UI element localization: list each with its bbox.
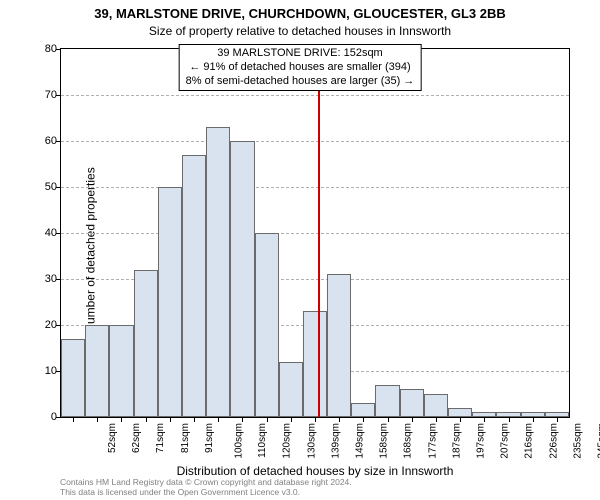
y-tick-label: 40 bbox=[17, 227, 61, 239]
x-tick-label: 216sqm bbox=[524, 423, 535, 459]
chart-title-main: 39, MARLSTONE DRIVE, CHURCHDOWN, GLOUCES… bbox=[0, 6, 600, 21]
x-tick-mark bbox=[121, 417, 122, 422]
x-tick-label: 149sqm bbox=[355, 423, 366, 459]
histogram-bar bbox=[230, 141, 254, 417]
y-tick-label: 30 bbox=[17, 273, 61, 285]
x-tick-label: 207sqm bbox=[500, 423, 511, 459]
x-tick-label: 71sqm bbox=[155, 423, 166, 453]
x-tick-label: 81sqm bbox=[180, 423, 191, 453]
y-tick-label: 50 bbox=[17, 181, 61, 193]
x-tick-mark bbox=[388, 417, 389, 422]
copyright-text: Contains HM Land Registry data © Crown c… bbox=[60, 478, 570, 498]
annotation-line-1: 39 MARLSTONE DRIVE: 152sqm bbox=[186, 47, 415, 61]
annotation-line-3: 8% of semi-detached houses are larger (3… bbox=[186, 75, 415, 89]
x-tick-mark bbox=[218, 417, 219, 422]
copyright-line-2: This data is licensed under the Open Gov… bbox=[60, 488, 570, 498]
histogram-bar bbox=[375, 385, 399, 417]
x-tick-mark bbox=[267, 417, 268, 422]
histogram-bar bbox=[400, 389, 424, 417]
x-tick-mark bbox=[315, 417, 316, 422]
histogram-bar bbox=[448, 408, 472, 417]
x-tick-mark bbox=[557, 417, 558, 422]
x-tick-mark bbox=[363, 417, 364, 422]
x-tick-label: 226sqm bbox=[548, 423, 559, 459]
y-tick-label: 10 bbox=[17, 365, 61, 377]
reference-line bbox=[318, 49, 320, 417]
annotation-line-2: ← 91% of detached houses are smaller (39… bbox=[186, 61, 415, 75]
x-tick-mark bbox=[484, 417, 485, 422]
grid-line bbox=[61, 141, 569, 142]
y-tick-label: 60 bbox=[17, 135, 61, 147]
x-tick-mark bbox=[460, 417, 461, 422]
x-tick-mark bbox=[242, 417, 243, 422]
histogram-bar bbox=[255, 233, 279, 417]
x-tick-mark bbox=[509, 417, 510, 422]
y-tick-label: 80 bbox=[17, 43, 61, 55]
x-tick-label: 187sqm bbox=[451, 423, 462, 459]
chart-container: 39, MARLSTONE DRIVE, CHURCHDOWN, GLOUCES… bbox=[0, 0, 600, 500]
x-tick-mark bbox=[97, 417, 98, 422]
x-tick-mark bbox=[170, 417, 171, 422]
x-tick-mark bbox=[291, 417, 292, 422]
y-tick-label: 70 bbox=[17, 89, 61, 101]
x-tick-label: 100sqm bbox=[234, 423, 245, 459]
x-tick-label: 177sqm bbox=[427, 423, 438, 459]
x-tick-label: 110sqm bbox=[257, 423, 268, 458]
grid-line bbox=[61, 95, 569, 96]
y-tick-label: 0 bbox=[17, 411, 61, 423]
x-tick-label: 52sqm bbox=[107, 423, 118, 453]
histogram-bar bbox=[279, 362, 303, 417]
x-tick-label: 235sqm bbox=[572, 423, 583, 459]
plot-area: 0102030405060708052sqm62sqm71sqm81sqm91s… bbox=[60, 48, 570, 418]
histogram-bar bbox=[61, 339, 85, 417]
histogram-bar bbox=[303, 311, 327, 417]
x-tick-mark bbox=[339, 417, 340, 422]
x-tick-mark bbox=[73, 417, 74, 422]
x-axis-label: Distribution of detached houses by size … bbox=[60, 464, 570, 478]
chart-title-sub: Size of property relative to detached ho… bbox=[0, 24, 600, 38]
grid-line bbox=[61, 233, 569, 234]
x-tick-label: 91sqm bbox=[204, 423, 215, 453]
y-tick-label: 20 bbox=[17, 319, 61, 331]
histogram-bar bbox=[182, 155, 206, 417]
histogram-bar bbox=[206, 127, 230, 417]
x-tick-mark bbox=[436, 417, 437, 422]
x-tick-mark bbox=[146, 417, 147, 422]
histogram-bar bbox=[351, 403, 375, 417]
x-tick-mark bbox=[194, 417, 195, 422]
histogram-bar bbox=[109, 325, 133, 417]
histogram-bar bbox=[134, 270, 158, 417]
x-tick-label: 120sqm bbox=[282, 423, 293, 459]
x-tick-label: 197sqm bbox=[476, 423, 487, 459]
grid-line bbox=[61, 187, 569, 188]
x-tick-mark bbox=[533, 417, 534, 422]
annotation-box: 39 MARLSTONE DRIVE: 152sqm ← 91% of deta… bbox=[179, 44, 422, 91]
x-tick-label: 62sqm bbox=[131, 423, 142, 453]
histogram-bar bbox=[158, 187, 182, 417]
histogram-bar bbox=[327, 274, 351, 417]
x-tick-label: 168sqm bbox=[403, 423, 414, 459]
x-tick-label: 139sqm bbox=[330, 423, 341, 459]
x-tick-label: 245sqm bbox=[596, 423, 600, 459]
x-tick-label: 130sqm bbox=[306, 423, 317, 459]
histogram-bar bbox=[85, 325, 109, 417]
x-tick-mark bbox=[412, 417, 413, 422]
histogram-bar bbox=[424, 394, 448, 417]
x-tick-label: 158sqm bbox=[379, 423, 390, 459]
